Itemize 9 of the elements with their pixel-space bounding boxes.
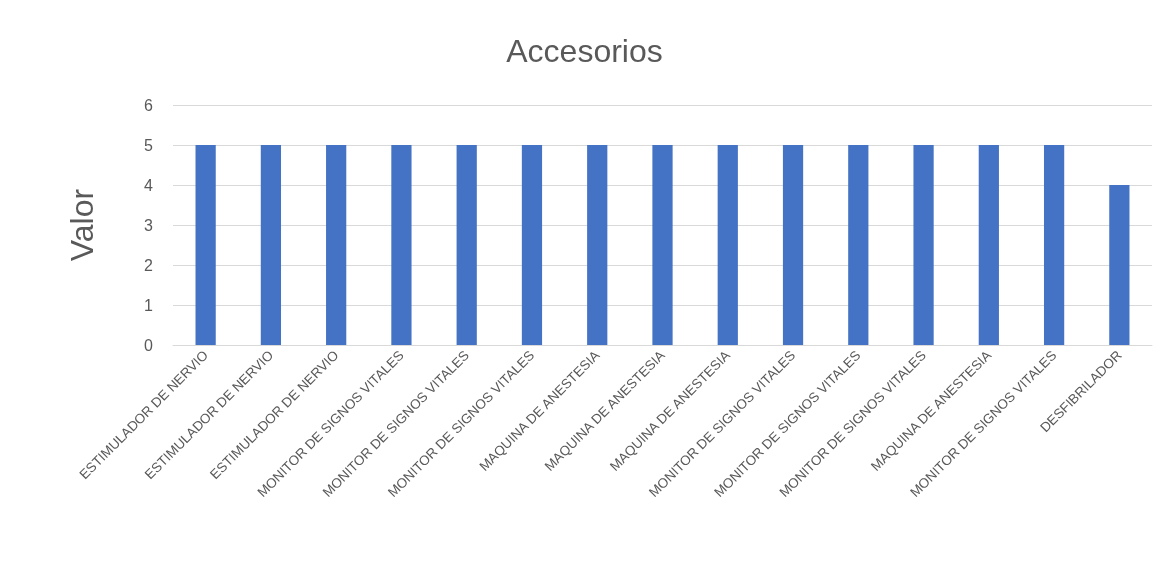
y-tick-label: 6 bbox=[144, 96, 154, 114]
y-tick-label: 1 bbox=[144, 296, 154, 314]
y-tick-label: 5 bbox=[144, 136, 154, 154]
y-tick-label: 0 bbox=[144, 336, 154, 354]
y-tick-label: 3 bbox=[144, 216, 154, 234]
y-tick-label: 2 bbox=[144, 256, 154, 274]
y-tick-label: 4 bbox=[144, 176, 154, 194]
y-axis-title: Valor bbox=[64, 188, 100, 262]
chart-title: Accesorios bbox=[506, 33, 663, 69]
